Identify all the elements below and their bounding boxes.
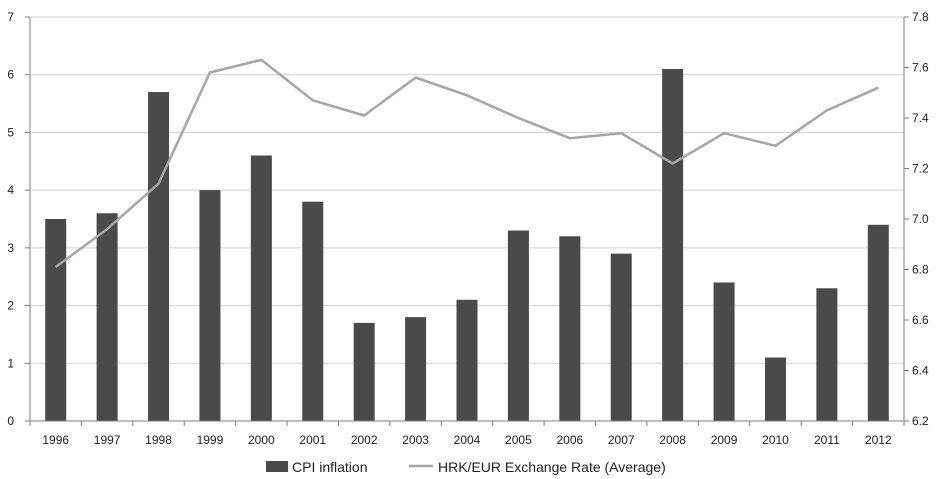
x-tick-label: 2010 (762, 433, 789, 447)
bar-cpi-2007 (610, 253, 632, 421)
axes (25, 16, 909, 426)
bar-cpi-2005 (507, 230, 529, 421)
right-tick-label: 6.2 (912, 414, 929, 428)
right-tick-label: 6.6 (912, 313, 929, 327)
left-tick-label: 5 (7, 125, 14, 139)
x-axis-ticks: 1996 1997 1998 1999 2000 2001 2002 2003 2004 2005… (42, 433, 892, 447)
left-tick-label: 2 (7, 299, 14, 313)
bar-cpi-1999 (199, 190, 221, 421)
bar-cpi-2000 (250, 155, 272, 421)
bar-cpi-2001 (302, 201, 324, 421)
legend-swatch-cpi (266, 461, 288, 472)
right-tick-label: 6.8 (912, 263, 929, 277)
x-tick-label: 2007 (608, 433, 635, 447)
line-exchange-rate (54, 58, 879, 269)
x-tick-label: 1999 (197, 433, 224, 447)
bar-cpi-2009 (713, 282, 735, 421)
x-tick-label: 2005 (505, 433, 532, 447)
bar-cpi-2006 (559, 236, 581, 421)
left-tick-label: 6 (7, 68, 14, 82)
legend-label-exchange-rate: HRK/EUR Exchange Rate (Average) (438, 459, 666, 475)
left-tick-label: 7 (7, 10, 14, 24)
bar-cpi-2012 (867, 224, 889, 421)
right-tick-label: 7.0 (912, 212, 929, 226)
legend-label-cpi: CPI inflation (292, 459, 367, 475)
x-tick-label: 1996 (42, 433, 69, 447)
x-tick-label: 2002 (351, 433, 378, 447)
left-tick-label: 1 (7, 356, 14, 370)
cpi-bars (45, 68, 889, 422)
left-axis-ticks: 0 1 2 3 4 5 6 7 (7, 10, 14, 428)
bar-cpi-2004 (456, 299, 478, 421)
x-tick-label: 2011 (814, 433, 840, 447)
left-tick-label: 0 (7, 414, 14, 428)
x-tick-label: 2009 (711, 433, 738, 447)
x-tick-label: 2006 (556, 433, 583, 447)
legend: CPI inflation HRK/EUR Exchange Rate (Ave… (266, 459, 666, 475)
x-tick-label: 2001 (299, 433, 326, 447)
left-tick-label: 4 (7, 183, 14, 197)
x-tick-label: 2008 (659, 433, 686, 447)
right-tick-label: 7.4 (912, 111, 929, 125)
bar-cpi-2010 (764, 357, 786, 421)
x-tick-label: 1997 (94, 433, 121, 447)
x-tick-label: 2000 (248, 433, 275, 447)
left-tick-label: 3 (7, 241, 14, 255)
gridlines (30, 16, 904, 364)
bar-cpi-2003 (405, 317, 427, 421)
bar-cpi-2002 (353, 322, 375, 421)
right-tick-label: 7.2 (912, 162, 929, 176)
x-tick-label: 2004 (454, 433, 481, 447)
x-tick-label: 2012 (865, 433, 892, 447)
x-tick-label: 1998 (145, 433, 172, 447)
bar-cpi-2011 (816, 288, 838, 421)
bar-cpi-2008 (662, 68, 684, 421)
x-tick-label: 2003 (402, 433, 429, 447)
bar-cpi-1996 (45, 219, 67, 421)
right-axis-ticks: 6.2 6.4 6.6 6.8 7.0 7.2 7.4 7.6 7.8 (912, 10, 929, 428)
bar-cpi-1998 (148, 92, 170, 422)
exchange-rate-line (54, 58, 879, 269)
right-tick-label: 6.4 (912, 364, 929, 378)
bar-cpi-1997 (96, 213, 118, 421)
right-tick-label: 7.8 (912, 10, 929, 24)
right-tick-label: 7.6 (912, 61, 929, 75)
